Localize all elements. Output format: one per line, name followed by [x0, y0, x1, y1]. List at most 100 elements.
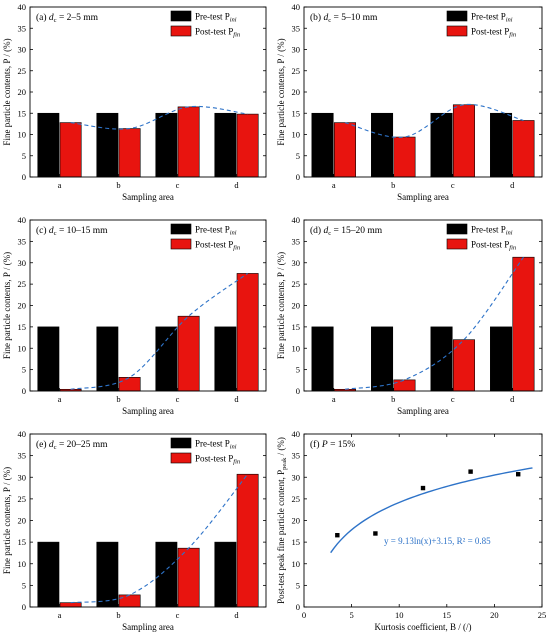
- panel-title-rest: = 20–25 mm: [57, 440, 109, 450]
- bar-post-test-d: [236, 473, 259, 608]
- bar-pre-test-c: [430, 326, 453, 392]
- y-tick-label: 25: [18, 66, 27, 76]
- panel-title-var: d: [49, 13, 54, 23]
- y-axis-label-rest: / (%): [276, 437, 286, 458]
- y-tick-label: 5: [296, 580, 300, 590]
- x-tick-label-b: b: [116, 610, 120, 620]
- trend-line: [344, 103, 524, 138]
- bar-pre-test-b: [96, 326, 119, 392]
- data-point: [335, 533, 340, 538]
- y-tick-label: 40: [292, 429, 301, 439]
- x-axis-label: Sampling area: [122, 622, 174, 632]
- legend-swatch-0: [170, 10, 192, 22]
- legend-label-sub: fin: [233, 459, 240, 466]
- y-tick-label: 20: [292, 87, 301, 97]
- x-tick-label-a: a: [58, 610, 62, 620]
- panel-title: (a) dc = 2–5 mm: [36, 12, 99, 24]
- x-tick-label-a: a: [58, 394, 62, 404]
- legend-label-1: Post-test Pfin: [195, 27, 240, 39]
- y-axis-label: Fine particle contents, P / (%): [276, 38, 286, 145]
- y-tick-label: 40: [18, 215, 27, 225]
- bar-pre-test-c: [155, 541, 178, 608]
- y-tick-label: 25: [18, 494, 27, 504]
- y-axis-label: Fine particle contents, P / (%): [2, 252, 12, 359]
- trend-line: [70, 473, 249, 604]
- panel-title-rest: = 15%: [328, 440, 356, 450]
- panel-title-var: d: [49, 226, 54, 236]
- y-axis-label: Fine particle contents, P / (%): [276, 252, 286, 359]
- y-axis-label: Fine particle contents, P / (%): [2, 38, 12, 145]
- bar-post-test-b: [118, 377, 141, 392]
- legend-label-sub: fin: [233, 32, 240, 39]
- legend-label-0: Pre-test Pini: [195, 439, 237, 451]
- y-tick-label: 10: [292, 559, 301, 569]
- legend-label-sub: fin: [509, 245, 516, 252]
- panel-title-prefix: (f): [310, 439, 322, 450]
- legend-label-main: Pre-test P: [195, 439, 230, 449]
- legend-label-1: Post-test Pfin: [471, 27, 516, 39]
- bar-pre-test-d: [214, 326, 237, 392]
- y-tick-label: 25: [292, 494, 301, 504]
- legend-label-main: Post-test P: [471, 27, 509, 37]
- y-tick-label: 30: [292, 472, 301, 482]
- y-tick-label: 25: [292, 279, 301, 289]
- panel-title-prefix: (c): [36, 225, 49, 236]
- bar-pre-test-b: [96, 541, 119, 608]
- bar-post-test-b: [393, 136, 416, 178]
- y-tick-label: 30: [18, 258, 27, 268]
- data-point: [516, 472, 521, 477]
- panel-title: (e) dc = 20–25 mm: [36, 439, 108, 451]
- panel-title-rest: = 2–5 mm: [57, 13, 99, 23]
- legend-swatch-1: [170, 452, 192, 464]
- bar-pre-test-a: [311, 112, 334, 178]
- x-axis-label: Kurtosis coefficient, B / (/): [374, 622, 471, 632]
- legend-label-main: Pre-test P: [471, 225, 506, 235]
- bar-pre-test-b: [371, 112, 394, 178]
- x-tick-label-d: d: [234, 180, 239, 190]
- legend-label-sub: fin: [233, 245, 240, 252]
- panel-title-rest: = 5–10 mm: [331, 13, 378, 23]
- bar-post-test-b: [118, 128, 141, 178]
- panel-title: (d) dc = 15–20 mm: [310, 225, 383, 237]
- bar-post-test-a: [59, 602, 82, 608]
- y-axis-label: Post-test peak fine particle content, Pp…: [276, 437, 288, 604]
- y-tick-label: 35: [18, 236, 27, 246]
- x-tick-label-b: b: [116, 394, 120, 404]
- panel-title-sub: c: [54, 17, 57, 24]
- y-tick-label: 0: [296, 172, 300, 182]
- panel-title-var: d: [323, 13, 328, 23]
- legend-label-sub: ini: [230, 444, 237, 451]
- bar-pre-test-d: [214, 541, 237, 608]
- bar-pre-test-c: [155, 326, 178, 392]
- x-tick-label-c: c: [451, 180, 455, 190]
- y-tick-label: 5: [22, 151, 26, 161]
- legend-label-main: Post-test P: [471, 240, 509, 250]
- y-axis-label: Fine particle contents, P / (%): [2, 467, 12, 574]
- x-tick-label-a: a: [58, 180, 62, 190]
- x-tick-label-b: b: [391, 180, 395, 190]
- trend-line: [70, 272, 248, 390]
- x-axis-label: Sampling area: [397, 406, 449, 416]
- y-tick-label: 10: [18, 130, 27, 140]
- legend-label-sub: ini: [230, 230, 237, 237]
- x-tick-label-b: b: [116, 180, 120, 190]
- data-point: [420, 485, 426, 491]
- y-tick-label: 35: [18, 23, 27, 33]
- y-tick-label: 10: [18, 559, 27, 569]
- plot-frame: [29, 6, 267, 178]
- bar-post-test-c: [177, 547, 200, 608]
- data-point: [468, 469, 473, 474]
- x-tick-label: 10: [395, 610, 404, 620]
- panel-title-var: d: [323, 226, 328, 236]
- y-tick-label: 10: [292, 130, 301, 140]
- y-tick-label: 5: [22, 365, 26, 375]
- y-tick-label: 15: [292, 108, 301, 118]
- legend-label-main: Post-test P: [195, 454, 233, 464]
- legend-label-main: Post-test P: [195, 240, 233, 250]
- panel-title-rest: = 15–20 mm: [331, 226, 383, 236]
- legend-label-0: Pre-test Pini: [471, 12, 513, 24]
- legend-label-sub: ini: [230, 17, 237, 24]
